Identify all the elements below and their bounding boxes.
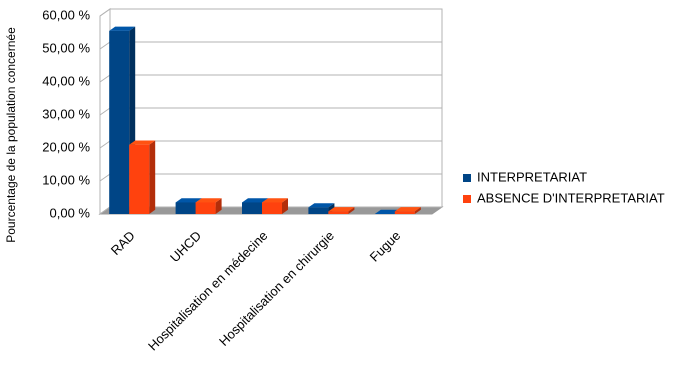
x-tick-label: RAD bbox=[108, 228, 138, 258]
y-tick-label: 60,00 % bbox=[42, 7, 90, 22]
x-tick-label: UHCD bbox=[167, 228, 204, 265]
bar-side bbox=[414, 207, 421, 214]
y-tick-label: 50,00 % bbox=[42, 40, 90, 55]
x-tick-label: Hospitalisation en chirurgie bbox=[216, 228, 337, 349]
y-axis-title: Pourcentage de la population concernée bbox=[4, 27, 18, 243]
bar-top bbox=[129, 140, 156, 145]
bar-side bbox=[149, 140, 156, 214]
bar-top bbox=[195, 198, 222, 203]
y-tick-label: 30,00 % bbox=[42, 106, 90, 121]
grid-line-side bbox=[99, 41, 111, 50]
bar-top bbox=[175, 198, 202, 203]
bar-top bbox=[109, 26, 136, 31]
bar bbox=[195, 202, 216, 214]
bar bbox=[262, 202, 282, 214]
grid-line-side bbox=[99, 74, 111, 83]
bar-top bbox=[242, 198, 268, 203]
bar-top bbox=[262, 198, 288, 203]
y-tick-label: 10,00 % bbox=[42, 172, 90, 187]
bar bbox=[242, 202, 262, 214]
grid-line-side bbox=[99, 140, 111, 149]
bar-top bbox=[394, 207, 421, 212]
bar-side bbox=[348, 207, 355, 214]
bar-top bbox=[308, 203, 335, 208]
bar-side bbox=[215, 198, 222, 214]
y-tick-label: 40,00 % bbox=[42, 73, 90, 88]
grid-line-side bbox=[99, 8, 111, 17]
x-tick-label: Hospitalisation en médecine bbox=[145, 228, 271, 354]
bar bbox=[109, 30, 130, 214]
legend-swatch bbox=[463, 195, 471, 203]
bar bbox=[308, 207, 329, 214]
bar bbox=[129, 144, 150, 214]
bar-top bbox=[328, 207, 355, 212]
y-tick-label: 0,00 % bbox=[50, 205, 91, 220]
grid-line-side bbox=[99, 206, 111, 215]
grid-line-side bbox=[99, 107, 111, 116]
bar bbox=[175, 202, 196, 214]
y-tick-label: 20,00 % bbox=[42, 139, 90, 154]
legend-label: INTERPRETARIAT bbox=[477, 169, 587, 184]
bar bbox=[394, 211, 415, 214]
bar-side bbox=[282, 198, 288, 214]
bar bbox=[328, 211, 349, 214]
x-tick-label: Fugue bbox=[367, 228, 404, 265]
legend-swatch bbox=[463, 174, 471, 182]
legend-label: ABSENCE D'INTERPRETARIAT bbox=[477, 190, 665, 205]
bar-top bbox=[374, 209, 401, 214]
grid-line-side bbox=[99, 173, 111, 182]
